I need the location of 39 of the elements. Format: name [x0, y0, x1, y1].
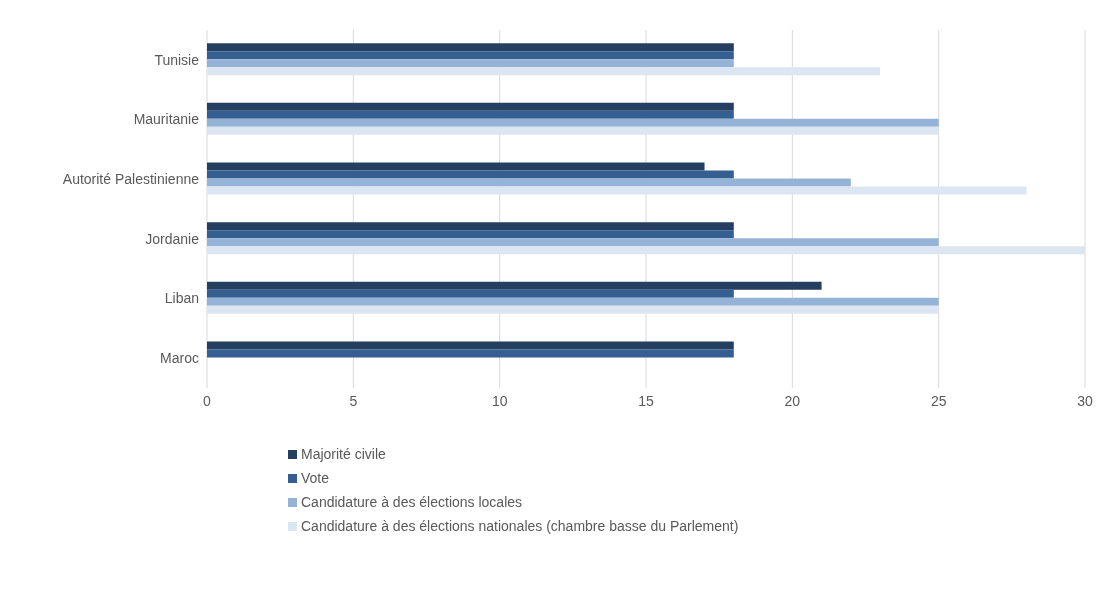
x-tick-label: 0 [203, 392, 212, 409]
bar [207, 43, 734, 52]
bar [207, 170, 734, 179]
x-tick-label: 20 [784, 392, 801, 409]
bar [207, 51, 734, 60]
bar [207, 110, 734, 119]
y-tick-label: Tunisie [154, 51, 200, 68]
bar [207, 297, 939, 306]
x-tick-label: 10 [491, 392, 508, 409]
bar [207, 349, 734, 358]
legend-label: Candidature à des élections locales [301, 494, 523, 510]
legend-label: Majorité civile [301, 446, 386, 462]
x-tick-label: 25 [930, 392, 947, 409]
bar [207, 102, 734, 111]
y-tick-label: Maroc [160, 350, 199, 367]
bar [207, 178, 851, 187]
legend-label: Candidature à des élections nationales (chambre basse du Parlement) [301, 518, 739, 534]
y-tick-label: Mauritanie [133, 111, 200, 128]
bar [207, 118, 939, 127]
bar [207, 222, 734, 231]
bar [207, 126, 939, 135]
x-tick-label: 15 [638, 392, 654, 409]
x-tick-label: 5 [349, 392, 358, 409]
bar [207, 186, 1027, 195]
bar [207, 281, 822, 290]
bar [207, 305, 939, 314]
bar [207, 230, 734, 239]
bar [207, 238, 939, 247]
x-tick-label: 30 [1077, 392, 1093, 409]
y-tick-label: Liban [164, 290, 199, 307]
y-tick-label: Jordanie [145, 230, 200, 247]
bar [207, 289, 734, 298]
bar [207, 162, 705, 171]
bar [207, 59, 734, 68]
bar [207, 246, 1085, 255]
legend-label: Vote [301, 470, 330, 486]
bar [207, 67, 881, 76]
bar [207, 341, 734, 350]
y-tick-label: Autorité Palestinienne [62, 171, 200, 188]
